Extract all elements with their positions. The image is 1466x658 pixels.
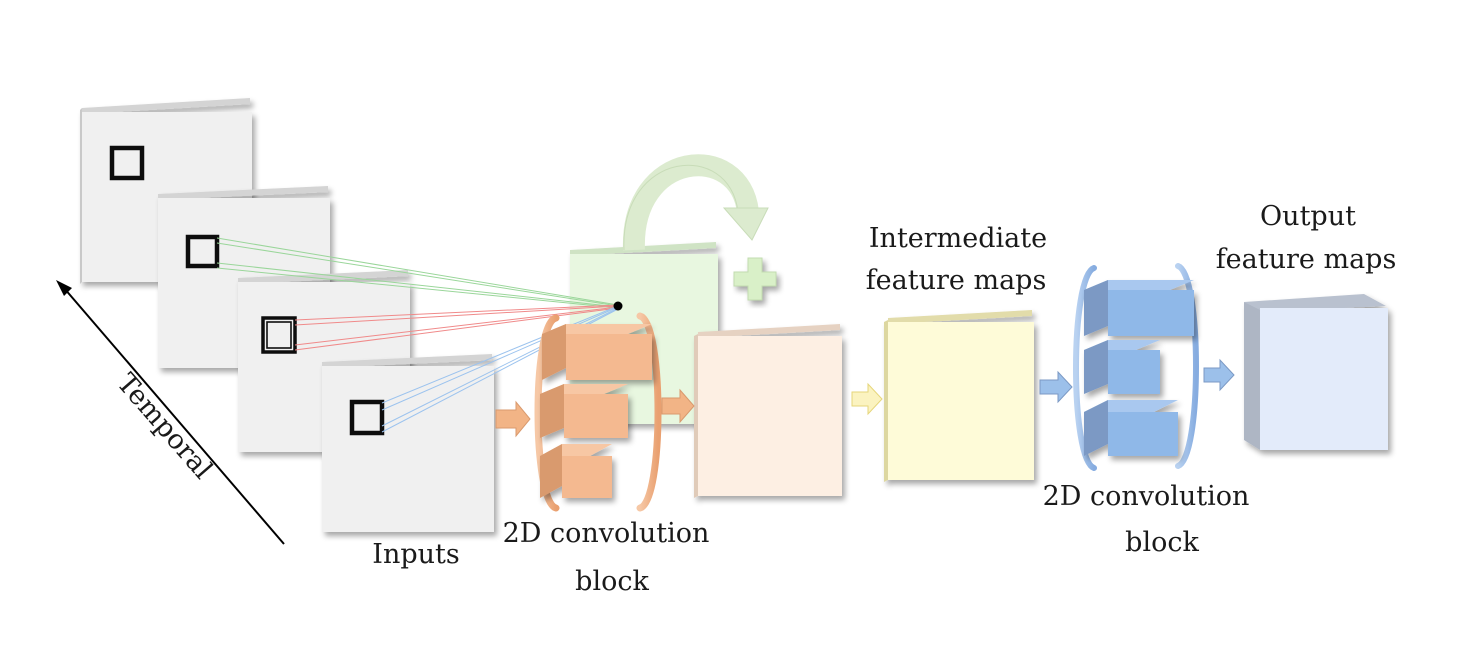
block-arrow-icon: [661, 388, 695, 424]
temporal-label: Temporal: [111, 368, 219, 485]
block-arrow-icon: [1203, 358, 1235, 392]
bracket-icon: [1073, 265, 1097, 471]
intermediate-feature-map: [884, 310, 1034, 482]
red-links: [294, 304, 619, 351]
conv-block-1-layer-2: [540, 384, 628, 438]
input-frame-4: [322, 354, 494, 532]
long-arrow-icon: [56, 280, 285, 545]
receptive-field-links: [216, 237, 623, 433]
conv-block-2-layer-3: [1084, 400, 1178, 456]
curved-arrow-icon: [622, 154, 769, 251]
receptive-point: [613, 301, 623, 311]
conv-block-2: [1073, 263, 1199, 471]
conv-block-2-label-line1: 2D convolution: [1043, 481, 1250, 512]
block-arrow-icon: [851, 382, 883, 416]
conv-block-2-label-line2: block: [1125, 527, 1199, 558]
inputs-label: Inputs: [372, 539, 459, 570]
green-links: [216, 237, 619, 309]
block-arrow-icon: [495, 400, 531, 438]
bracket-icon: [1175, 263, 1199, 469]
output-label-line1: Output: [1260, 201, 1356, 232]
conv-block-1-layer-1: [542, 324, 652, 380]
plus-icon: [733, 257, 777, 301]
intermediate-label-line1: Intermediate: [869, 223, 1047, 254]
output-label-line2: feature maps: [1216, 244, 1397, 275]
conv-block-2-layer-1: [1084, 280, 1194, 336]
conv-block-1-label-line1: 2D convolution: [503, 518, 710, 549]
pre-intermediate-feature-map: [694, 324, 842, 498]
bracket-icon: [636, 312, 662, 512]
conv-block-1-layer-3: [540, 444, 612, 498]
conv-block-2-layer-2: [1084, 340, 1160, 394]
conv-block-1: [534, 312, 662, 512]
intermediate-label-line2: feature maps: [866, 265, 1047, 296]
output-feature-map: [1244, 294, 1388, 450]
bracket-icon: [534, 314, 560, 512]
conv-block-1-label-line2: block: [575, 566, 649, 597]
block-arrow-icon: [1039, 370, 1073, 404]
